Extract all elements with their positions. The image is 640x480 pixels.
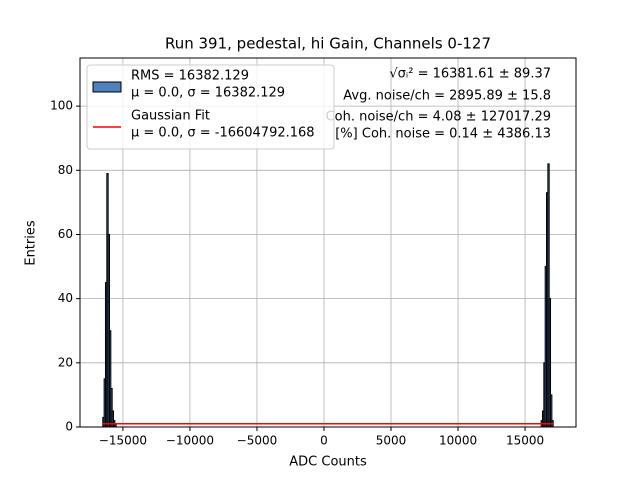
y-tick-label: 100 <box>50 99 73 113</box>
legend-label: Gaussian Fit <box>131 109 210 124</box>
chart-title: Run 391, pedestal, hi Gain, Channels 0-1… <box>165 35 491 53</box>
y-axis-label: Entries <box>24 220 39 266</box>
axes-frame <box>79 57 577 428</box>
x-axis-label: ADC Counts <box>289 455 367 470</box>
annotation: √σᵢ² = 16381.61 ± 89.37 <box>389 67 551 82</box>
annotation: [%] Coh. noise = 0.14 ± 4386.13 <box>335 127 551 142</box>
legend-swatch <box>92 81 122 93</box>
annotation: Avg. noise/ch = 2895.89 ± 15.8 <box>343 89 551 104</box>
y-tick-label: 60 <box>58 227 73 241</box>
y-tick-label: 20 <box>58 355 73 369</box>
legend-detail: μ = 0.0, σ = -16604792.168 <box>131 126 315 141</box>
y-tick-label: 0 <box>65 420 73 434</box>
x-tick-label: 10000 <box>439 434 477 448</box>
legend-box <box>86 64 335 150</box>
annotation: Coh. noise/ch = 4.08 ± 127017.29 <box>326 110 551 125</box>
x-tick-label: 0 <box>320 434 328 448</box>
legend-detail: μ = 0.0, σ = 16382.129 <box>131 86 285 101</box>
x-tick-label: −5000 <box>237 434 278 448</box>
y-tick-label: 40 <box>58 291 73 305</box>
legend-label: RMS = 16382.129 <box>131 69 249 84</box>
x-tick-label: 15000 <box>506 434 544 448</box>
legend: RMS = 16382.129 μ = 0.0, σ = 16382.129 Gau… <box>86 64 335 150</box>
annotations: √σᵢ² = 16381.61 ± 89.37 Avg. noise/ch = 2… <box>326 67 551 142</box>
x-tick-label: 5000 <box>376 434 407 448</box>
ticks: −15000 −10000 −5000 0 5000 10000 15000 0 20 40 60 8… <box>50 99 544 448</box>
y-tick-label: 80 <box>58 163 73 177</box>
x-tick-label: −10000 <box>166 434 214 448</box>
x-tick-label: −15000 <box>99 434 147 448</box>
